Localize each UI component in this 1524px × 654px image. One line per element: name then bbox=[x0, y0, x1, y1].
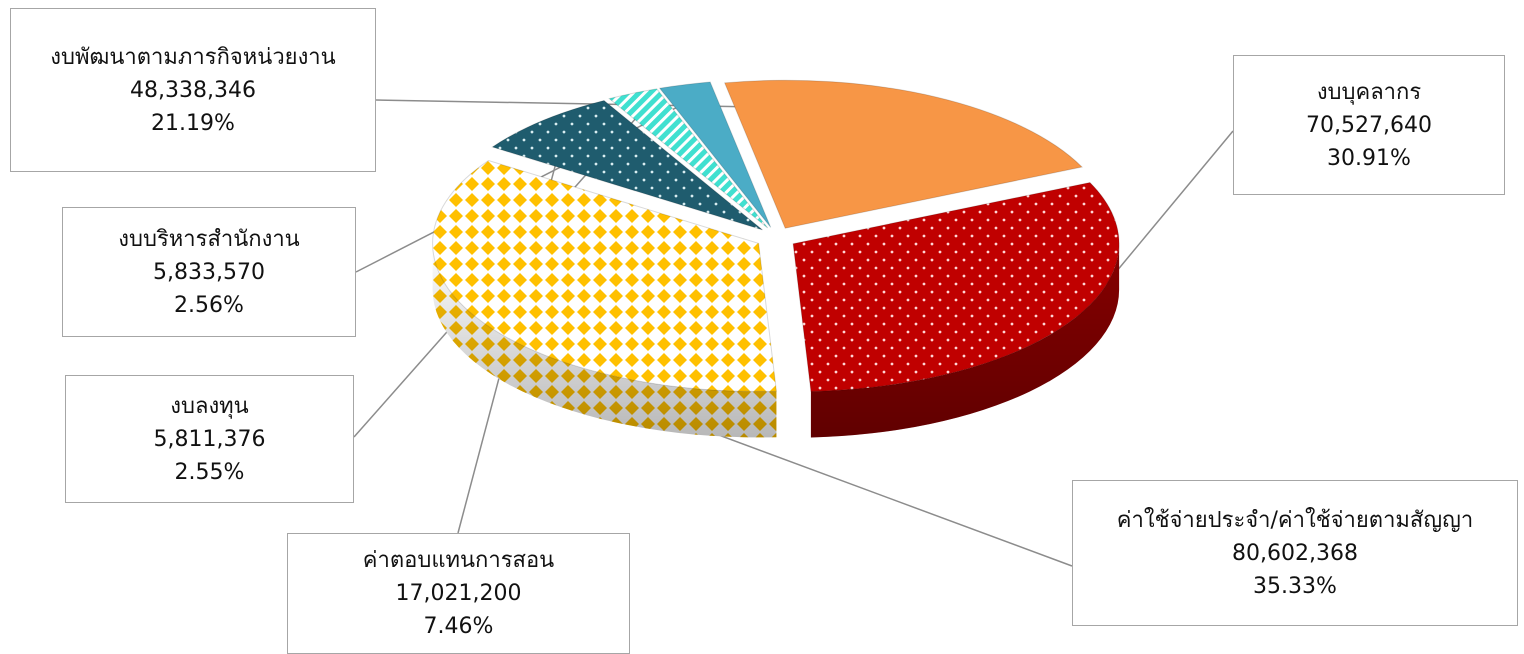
slice-value: 5,811,376 bbox=[153, 426, 266, 452]
slice-percent: 2.56% bbox=[174, 292, 244, 318]
slice-label: งบพัฒนาตามภารกิจหน่วยงาน bbox=[50, 44, 336, 70]
slice-label: งบบุคลากร bbox=[1316, 79, 1422, 105]
slice-label: ค่าใช้จ่ายประจำ/ค่าใช้จ่ายตามสัญญา bbox=[1116, 507, 1474, 533]
slice-percent: 35.33% bbox=[1253, 573, 1337, 599]
slice-percent: 21.19% bbox=[151, 110, 235, 136]
pie-slice-5 bbox=[723, 79, 1084, 229]
data-label-personnel: งบบุคลากร 70,527,640 30.91% bbox=[1233, 55, 1505, 195]
slice-side-shade bbox=[432, 243, 777, 438]
pie-slice-2 bbox=[491, 100, 763, 231]
slice-label: งบบริหารสำนักงาน bbox=[118, 226, 300, 252]
pie-slice-4 bbox=[658, 81, 772, 228]
slice-value: 48,338,346 bbox=[130, 77, 256, 103]
slice-value: 5,833,570 bbox=[153, 259, 265, 285]
slice-label: ค่าตอบแทนการสอน bbox=[362, 548, 555, 573]
slice-value: 80,602,368 bbox=[1232, 540, 1358, 566]
slice-side-shade bbox=[810, 243, 1120, 438]
data-label-mission-development: งบพัฒนาตามภารกิจหน่วยงาน 48,338,346 21.1… bbox=[10, 8, 376, 172]
slice-value: 17,021,200 bbox=[395, 581, 522, 606]
pie-slice-1 bbox=[432, 159, 777, 392]
slice-percent: 30.91% bbox=[1327, 145, 1411, 171]
data-label-teaching-compensation: ค่าตอบแทนการสอน 17,021,200 7.46% bbox=[287, 533, 630, 654]
slice-percent: 7.46% bbox=[423, 614, 494, 639]
slice-value: 70,527,640 bbox=[1306, 112, 1432, 138]
data-label-regular-expenses: ค่าใช้จ่ายประจำ/ค่าใช้จ่ายตามสัญญา 80,60… bbox=[1072, 480, 1518, 626]
pie-slice-0 bbox=[792, 181, 1120, 392]
data-label-office-admin: งบบริหารสำนักงาน 5,833,570 2.56% bbox=[62, 207, 356, 337]
slice-percent: 2.55% bbox=[174, 459, 245, 485]
pie-slice-3 bbox=[608, 88, 769, 229]
slice-label: งบลงทุน bbox=[170, 393, 249, 419]
data-label-investment: งบลงทุน 5,811,376 2.55% bbox=[65, 375, 354, 503]
pie-sides bbox=[432, 243, 1120, 438]
pie-slices bbox=[432, 79, 1120, 392]
